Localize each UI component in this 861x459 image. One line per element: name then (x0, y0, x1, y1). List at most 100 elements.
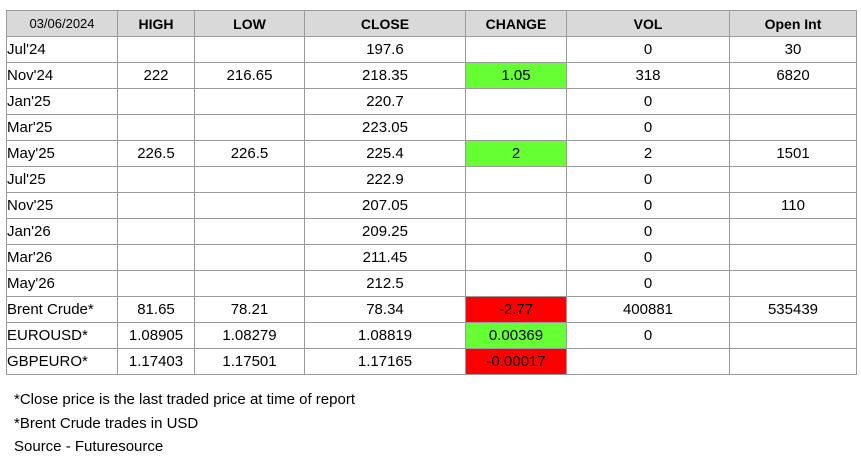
close-cell: 223.05 (304, 114, 466, 141)
column-header-vol: VOL (566, 10, 730, 37)
row-name: Mar'25 (6, 114, 118, 141)
vol-cell: 0 (566, 88, 730, 115)
high-cell: 222 (117, 62, 195, 89)
footnote-brent-usd: *Brent Crude trades in USD (14, 414, 199, 432)
open-int-cell (729, 218, 857, 245)
vol-cell: 0 (566, 36, 730, 63)
row-name: GBPEURO* (6, 348, 118, 375)
low-cell: 78.21 (194, 296, 305, 323)
low-cell: 1.17501 (194, 348, 305, 375)
vol-cell: 318 (566, 62, 730, 89)
table-row: Mar'25 223.05 0 (6, 114, 857, 141)
open-int-cell (729, 244, 857, 271)
close-cell: 220.7 (304, 88, 466, 115)
change-cell (465, 270, 567, 297)
row-name: Mar'26 (6, 244, 118, 271)
header-row: 03/06/2024 HIGH LOW CLOSE CHANGE VOL Ope… (6, 10, 857, 37)
change-cell (465, 244, 567, 271)
row-name: May'26 (6, 270, 118, 297)
high-cell (117, 166, 195, 193)
high-cell (117, 114, 195, 141)
open-int-cell (729, 88, 857, 115)
close-cell: 1.08819 (304, 322, 466, 349)
low-cell (194, 192, 305, 219)
close-cell: 78.34 (304, 296, 466, 323)
table-row: Mar'26 211.45 0 (6, 244, 857, 271)
close-cell: 225.4 (304, 140, 466, 167)
table-row: Jan'25 220.7 0 (6, 88, 857, 115)
close-cell: 209.25 (304, 218, 466, 245)
table-row: Jul'24 197.6 0 30 (6, 36, 857, 63)
table-row: Jul'25 222.9 0 (6, 166, 857, 193)
open-int-cell (729, 114, 857, 141)
row-name: Jan'26 (6, 218, 118, 245)
high-cell: 1.08905 (117, 322, 195, 349)
low-cell (194, 36, 305, 63)
open-int-cell (729, 322, 857, 349)
footnote-source: Source - Futuresource (14, 438, 164, 455)
report-date: 03/06/2024 (6, 10, 118, 37)
low-cell: 226.5 (194, 140, 305, 167)
row-name: Jan'25 (6, 88, 118, 115)
open-int-cell: 6820 (729, 62, 857, 89)
table-row: GBPEURO* 1.17403 1.17501 1.17165 -0.00017 (6, 348, 857, 375)
change-cell (465, 36, 567, 63)
row-name: Jul'25 (6, 166, 118, 193)
vol-cell: 0 (566, 192, 730, 219)
vol-cell: 0 (566, 218, 730, 245)
close-cell: 1.17165 (304, 348, 466, 375)
table-row: May'26 212.5 0 (6, 270, 857, 297)
open-int-cell: 1501 (729, 140, 857, 167)
vol-cell: 0 (566, 166, 730, 193)
open-int-cell (729, 166, 857, 193)
low-cell (194, 88, 305, 115)
row-name: Brent Crude* (6, 296, 118, 323)
high-cell (117, 244, 195, 271)
table-row: Nov'25 207.05 0 110 (6, 192, 857, 219)
change-cell: 0.00369 (465, 322, 567, 349)
table-row: Jan'26 209.25 0 (6, 218, 857, 245)
table-row: Brent Crude* 81.65 78.21 78.34 -2.77 400881 53… (6, 296, 857, 323)
row-name: EUROUSD* (6, 322, 118, 349)
change-cell: -0.00017 (465, 348, 567, 375)
vol-cell: 0 (566, 270, 730, 297)
change-cell (465, 88, 567, 115)
change-cell (465, 114, 567, 141)
close-cell: 211.45 (304, 244, 466, 271)
close-cell: 197.6 (304, 36, 466, 63)
change-cell (465, 192, 567, 219)
column-header-high: HIGH (117, 10, 195, 37)
low-cell (194, 270, 305, 297)
row-name: Nov'24 (6, 62, 118, 89)
vol-cell: 0 (566, 114, 730, 141)
vol-cell (566, 348, 730, 375)
vol-cell: 0 (566, 322, 730, 349)
high-cell (117, 36, 195, 63)
high-cell: 1.17403 (117, 348, 195, 375)
table-row: EUROUSD* 1.08905 1.08279 1.08819 0.00369 0 (6, 322, 857, 349)
close-cell: 222.9 (304, 166, 466, 193)
high-cell (117, 270, 195, 297)
open-int-cell (729, 348, 857, 375)
high-cell: 226.5 (117, 140, 195, 167)
open-int-cell: 535439 (729, 296, 857, 323)
low-cell (194, 114, 305, 141)
footnotes: *Close price is the last traded price at… (14, 388, 355, 459)
change-cell: -2.77 (465, 296, 567, 323)
row-name: Jul'24 (6, 36, 118, 63)
high-cell (117, 192, 195, 219)
high-cell: 81.65 (117, 296, 195, 323)
low-cell (194, 166, 305, 193)
change-cell: 1.05 (465, 62, 567, 89)
open-int-cell: 110 (729, 192, 857, 219)
vol-cell: 400881 (566, 296, 730, 323)
vol-cell: 0 (566, 244, 730, 271)
table-row: May'25 226.5 226.5 225.4 2 2 1501 (6, 140, 857, 167)
change-cell: 2 (465, 140, 567, 167)
low-cell (194, 244, 305, 271)
footnote-close-price: *Close price is the last traded price at… (14, 391, 355, 408)
low-cell (194, 218, 305, 245)
close-cell: 212.5 (304, 270, 466, 297)
low-cell: 1.08279 (194, 322, 305, 349)
column-header-close: CLOSE (304, 10, 466, 37)
